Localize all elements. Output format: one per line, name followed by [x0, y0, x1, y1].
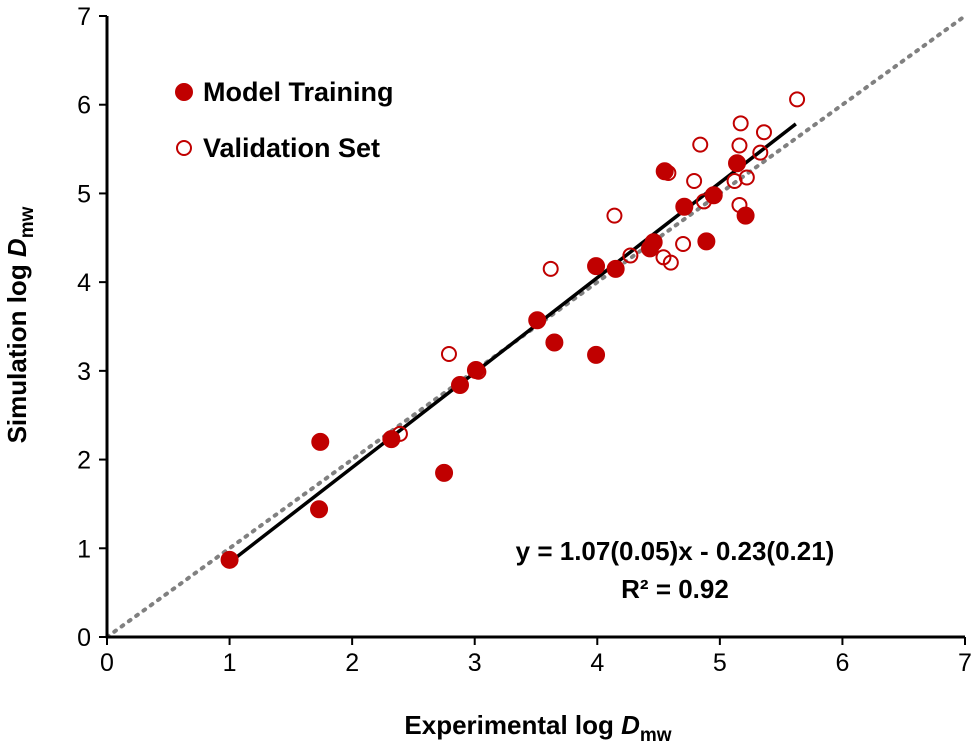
legend-marker-validation-set [176, 140, 192, 156]
y-tick-label: 7 [77, 3, 91, 31]
x-axis-title: Experimental log Dmw [404, 710, 671, 745]
point-model-training-18 [728, 154, 747, 173]
x-tick-label: 5 [713, 649, 727, 677]
fit-line-layer [228, 122, 797, 564]
y-tick-label: 3 [77, 358, 91, 386]
x-tick-label: 0 [100, 649, 114, 677]
x-tick-label: 7 [958, 649, 972, 677]
legend: Model Training Validation Set [175, 77, 394, 163]
point-model-training-1 [310, 500, 329, 519]
point-validation-set-10 [686, 173, 703, 190]
legend-label-validation-set: Validation Set [203, 133, 380, 163]
point-validation-set-19 [755, 124, 772, 141]
point-validation-set-1 [440, 346, 457, 363]
point-validation-set-17 [738, 169, 755, 186]
x-tick-label: 6 [835, 649, 849, 677]
y-tick-label: 4 [77, 269, 91, 297]
tick-layer: 0 1 2 3 4 5 6 7 0 1 2 3 4 5 6 7 [77, 3, 972, 677]
x-tick-label: 1 [223, 649, 237, 677]
fit-line [228, 122, 797, 564]
points-layer [220, 91, 806, 569]
point-validation-set-14 [731, 196, 748, 213]
point-validation-set-2 [470, 363, 487, 380]
point-validation-set-0 [391, 425, 408, 442]
y-axis-title: Simulation log Dmw [2, 206, 38, 443]
y-tick-label: 1 [77, 535, 91, 563]
point-model-training-8 [545, 333, 564, 352]
point-model-training-0 [220, 550, 239, 569]
point-validation-set-20 [789, 91, 806, 108]
fit-equation-text: y = 1.07(0.05)x - 0.23(0.21) [516, 536, 835, 566]
point-model-training-2 [311, 432, 330, 451]
x-tick-label: 2 [345, 649, 359, 677]
point-validation-set-9 [675, 235, 692, 252]
point-model-training-11 [606, 259, 625, 278]
point-validation-set-4 [606, 207, 623, 224]
x-tick-label: 4 [590, 649, 604, 677]
point-model-training-13 [644, 233, 663, 252]
point-validation-set-15 [731, 137, 748, 154]
legend-label-model-training: Model Training [203, 77, 394, 107]
x-tick-label: 3 [468, 649, 482, 677]
y-tick-label: 2 [77, 447, 91, 475]
point-model-training-5 [451, 376, 470, 395]
point-model-training-10 [587, 257, 606, 276]
point-model-training-9 [587, 345, 606, 364]
point-validation-set-16 [732, 115, 749, 132]
y-tick-label: 6 [77, 92, 91, 120]
point-validation-set-5 [622, 247, 639, 264]
r-squared-text: R² = 0.92 [621, 574, 729, 604]
point-model-training-15 [675, 197, 694, 216]
point-model-training-16 [697, 232, 716, 251]
y-tick-label: 0 [77, 624, 91, 652]
axes-layer [105, 16, 965, 639]
point-model-training-7 [528, 311, 547, 330]
point-model-training-3 [382, 430, 401, 449]
y-tick-label: 5 [77, 180, 91, 208]
point-model-training-4 [435, 463, 454, 482]
fit-equation: y = 1.07(0.05)x - 0.23(0.21) R² = 0.92 [516, 536, 835, 604]
point-validation-set-3 [542, 260, 559, 277]
point-validation-set-8 [662, 254, 679, 271]
point-validation-set-18 [752, 144, 769, 161]
point-validation-set-11 [692, 136, 709, 153]
point-validation-set-12 [695, 193, 712, 210]
point-validation-set-7 [660, 165, 677, 182]
legend-marker-model-training [175, 83, 193, 101]
